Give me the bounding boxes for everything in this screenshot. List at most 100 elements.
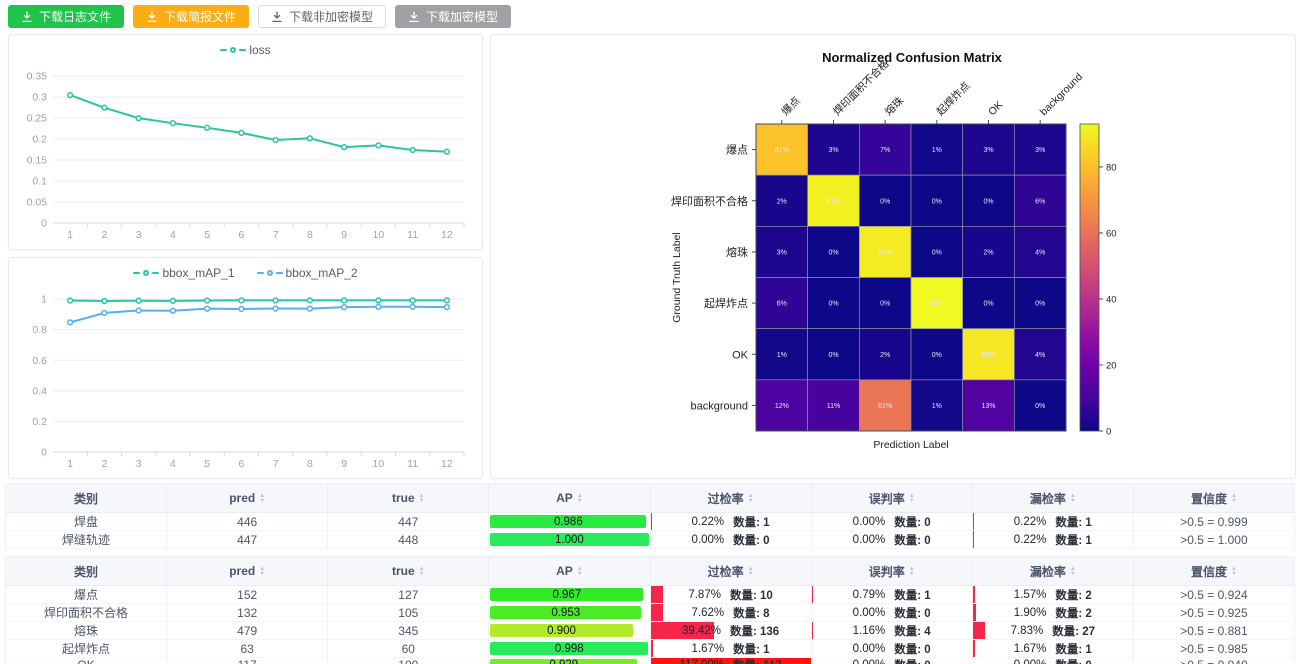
pred-cell: 447 (166, 530, 329, 549)
over-detection-cell: 0.00% 数量: 0 (650, 530, 812, 549)
svg-text:0%: 0% (828, 352, 838, 359)
legend-label: bbox_mAP_1 (162, 266, 235, 280)
misjudge-cell: 0.00% 数量: 0 (811, 639, 973, 658)
rate-count: 数量: 1 (1055, 534, 1092, 547)
column-header-AP[interactable]: AP ▲ ▼ (488, 556, 651, 586)
svg-text:81%: 81% (775, 147, 789, 154)
column-header-类别: 类别 (5, 483, 168, 513)
sort-icon[interactable]: ▲ ▼ (259, 492, 266, 504)
download-log-file-button[interactable]: 下载日志文件 (8, 5, 125, 28)
column-label: 误判率 (868, 564, 905, 579)
sort-icon[interactable]: ▲ ▼ (747, 493, 754, 505)
column-header-过检率[interactable]: 过检率 ▲ ▼ (650, 556, 812, 586)
svg-text:1: 1 (41, 294, 47, 306)
rate-bar (972, 604, 976, 621)
sort-icon[interactable]: ▲ ▼ (1069, 493, 1076, 505)
legend-item-bbox_mAP_2[interactable]: bbox_mAP_2 (256, 266, 358, 280)
table-row: 焊缝轨迹 447 448 1.000 0.00% 数量: 0 0.00% 数量: 0 … (5, 530, 1295, 549)
true-cell: 127 (327, 585, 490, 604)
svg-text:0%: 0% (932, 352, 942, 359)
sort-icon[interactable]: ▲ ▼ (1069, 566, 1076, 578)
download-encrypted-model-button[interactable]: 下载加密模型 (395, 5, 512, 28)
legend-label: bbox_mAP_2 (285, 266, 358, 280)
column-header-true[interactable]: true ▲ ▼ (327, 556, 490, 586)
category-cell: 起焊炸点 (5, 639, 168, 658)
svg-text:background: background (691, 400, 749, 412)
rate-percent: 1.57% (1013, 588, 1047, 601)
svg-text:3%: 3% (1035, 147, 1045, 154)
download-icon (272, 11, 282, 22)
svg-text:12%: 12% (775, 403, 789, 410)
column-header-pred[interactable]: pred ▲ ▼ (166, 556, 329, 586)
column-header-漏检率[interactable]: 漏检率 ▲ ▼ (972, 483, 1134, 513)
sort-icon[interactable]: ▲ ▼ (576, 492, 583, 504)
column-label: 置信度 (1190, 491, 1227, 506)
column-header-置信度[interactable]: 置信度 ▲ ▼ (1133, 556, 1295, 586)
detection-metrics-table-2: 类别 pred ▲ ▼ true ▲ ▼ AP ▲ ▼ 过检率 ▲ ▼ 误判率 ▲ ▼ 漏检率 ▲ ▼ 置信度 ▲ ▼ 爆点… (5, 556, 1295, 664)
legend-item-loss[interactable]: loss (220, 43, 271, 57)
sort-icon[interactable]: ▲ ▼ (908, 566, 915, 578)
table-row: OK1171000.929 117.00% 数量: 117 0.00% 数量: … (5, 657, 1295, 664)
sort-icon[interactable]: ▲ ▼ (1230, 566, 1237, 578)
svg-text:8: 8 (307, 458, 313, 470)
column-header-过检率[interactable]: 过检率 ▲ ▼ (650, 483, 812, 513)
button-label: 下载非加密模型 (289, 10, 374, 24)
ap-cell: 0.998 (488, 639, 651, 658)
svg-text:5: 5 (204, 229, 210, 241)
legend-item-bbox_mAP_1[interactable]: bbox_mAP_1 (133, 266, 235, 280)
column-header-误判率[interactable]: 误判率 ▲ ▼ (811, 483, 973, 513)
sort-icon[interactable]: ▲ ▼ (259, 565, 266, 577)
rate-bar (650, 604, 663, 621)
legend-line (133, 272, 141, 274)
rate-bar (650, 640, 654, 657)
svg-text:0.25: 0.25 (27, 113, 48, 125)
svg-text:0%: 0% (983, 198, 993, 205)
confidence-cell: >0.5 = 1.000 (1133, 530, 1295, 549)
column-header-true[interactable]: true ▲ ▼ (327, 483, 490, 513)
column-label: 类别 (74, 491, 99, 506)
svg-text:9: 9 (341, 458, 347, 470)
legend-line (152, 272, 160, 274)
confidence-cell: >0.5 = 0.925 (1133, 603, 1295, 622)
rate-count: 数量: 2 (1055, 589, 1092, 602)
column-header-AP[interactable]: AP ▲ ▼ (488, 483, 651, 513)
rate-percent: 0.00% (852, 533, 886, 546)
svg-text:起焊炸点: 起焊炸点 (934, 80, 972, 118)
column-label: 类别 (74, 564, 99, 579)
svg-text:5: 5 (204, 458, 210, 470)
map-chart-card: bbox_mAP_1 bbox_mAP_2 0 0.2 0.4 0.6 0.8 1 1 2 3 4 5… (8, 257, 483, 479)
download-report-file-button[interactable]: 下载简报文件 (133, 5, 250, 28)
confidence-cell: >0.5 = 0.924 (1133, 585, 1295, 604)
download-unencrypted-model-button[interactable]: 下载非加密模型 (258, 5, 387, 28)
missed-detection-cell: 0.22% 数量: 1 (972, 530, 1134, 549)
legend-marker-icon (266, 270, 273, 276)
svg-text:0.8: 0.8 (32, 324, 47, 336)
svg-text:61%: 61% (878, 403, 892, 410)
ap-bar: 0.986 (490, 515, 647, 528)
sort-icon[interactable]: ▲ ▼ (1230, 493, 1237, 505)
ap-bar: 0.967 (490, 588, 644, 601)
column-label: true (392, 564, 415, 578)
column-header-pred[interactable]: pred ▲ ▼ (166, 483, 329, 513)
svg-text:0: 0 (41, 447, 47, 459)
column-header-置信度[interactable]: 置信度 ▲ ▼ (1133, 483, 1295, 513)
button-label: 下载简报文件 (164, 10, 237, 24)
rate-count: 数量: 10 (729, 589, 773, 602)
svg-text:0.3: 0.3 (32, 92, 47, 104)
column-header-漏检率[interactable]: 漏检率 ▲ ▼ (972, 556, 1134, 586)
sort-icon[interactable]: ▲ ▼ (908, 493, 915, 505)
misjudge-cell: 0.00% 数量: 0 (811, 512, 973, 531)
ap-bar: 1.000 (490, 533, 649, 546)
sort-icon[interactable]: ▲ ▼ (747, 566, 754, 578)
rate-percent: 1.90% (1013, 606, 1047, 619)
svg-text:2: 2 (101, 458, 107, 470)
sort-icon[interactable]: ▲ ▼ (418, 492, 425, 504)
rate-count: 数量: 2 (1055, 607, 1092, 620)
svg-text:9: 9 (341, 229, 347, 241)
legend-label: loss (249, 43, 271, 57)
table-row: 焊盘 446 447 0.986 0.22% 数量: 1 0.00% 数量: 0 0.… (5, 512, 1295, 531)
svg-text:0%: 0% (1035, 403, 1045, 410)
column-header-误判率[interactable]: 误判率 ▲ ▼ (811, 556, 973, 586)
sort-icon[interactable]: ▲ ▼ (576, 565, 583, 577)
sort-icon[interactable]: ▲ ▼ (418, 565, 425, 577)
